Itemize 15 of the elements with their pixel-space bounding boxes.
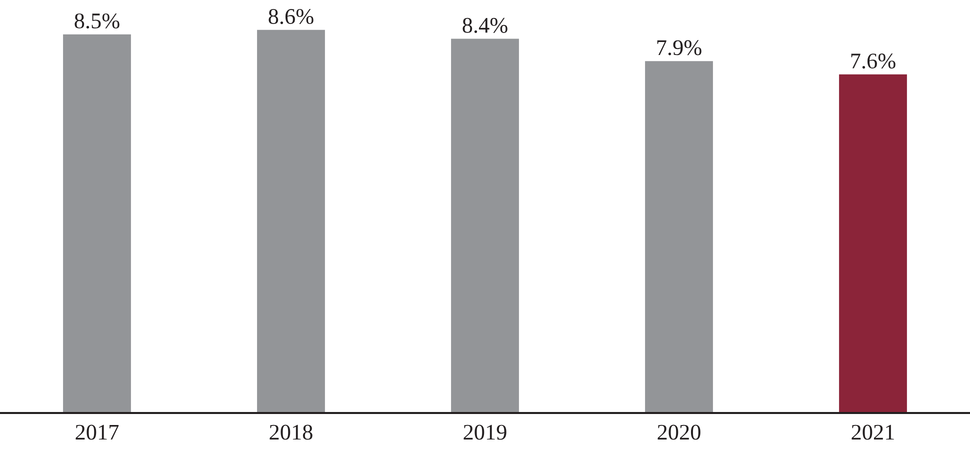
bar: [839, 74, 907, 413]
x-tick-label: 2020: [658, 424, 700, 440]
bar: [63, 34, 131, 413]
x-tick-label: 2017: [76, 424, 119, 440]
bar: [451, 38, 519, 413]
data-label: 7.9%: [657, 40, 702, 56]
bar: [645, 61, 713, 413]
data-label: 8.5%: [74, 13, 120, 29]
x-tick-label: 2019: [464, 424, 506, 440]
x-tick-label: 2018: [270, 424, 312, 440]
bar: [257, 30, 325, 413]
data-label: 7.6%: [851, 54, 896, 69]
x-tick-label: 2021: [852, 424, 894, 440]
data-label: 8.4%: [462, 18, 508, 33]
data-label: 8.6%: [268, 8, 314, 24]
